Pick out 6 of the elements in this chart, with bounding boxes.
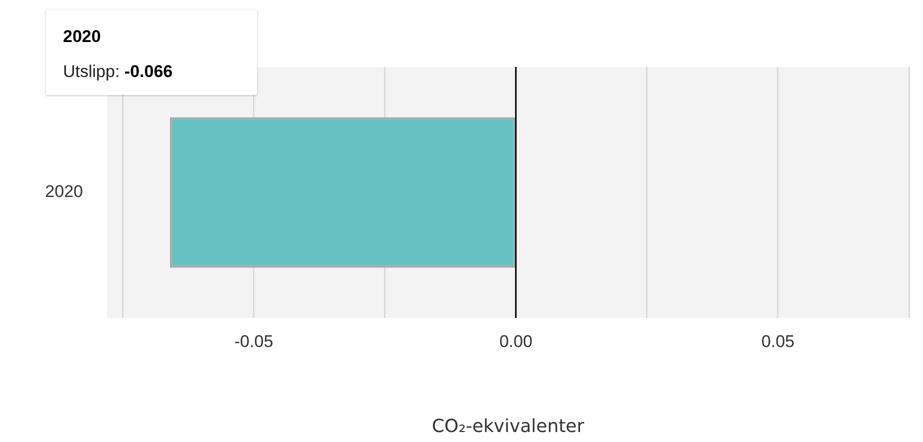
x-tick-label: 0.00 — [499, 332, 532, 351]
text: Utslipp: -0.066 — [63, 62, 173, 81]
text: 2020 — [63, 27, 101, 46]
x-tick-label: -0.05 — [234, 332, 274, 351]
x-tick-label: 0.05 — [761, 332, 794, 351]
x-axis-title: CO₂-ekvivalenter — [432, 416, 585, 437]
